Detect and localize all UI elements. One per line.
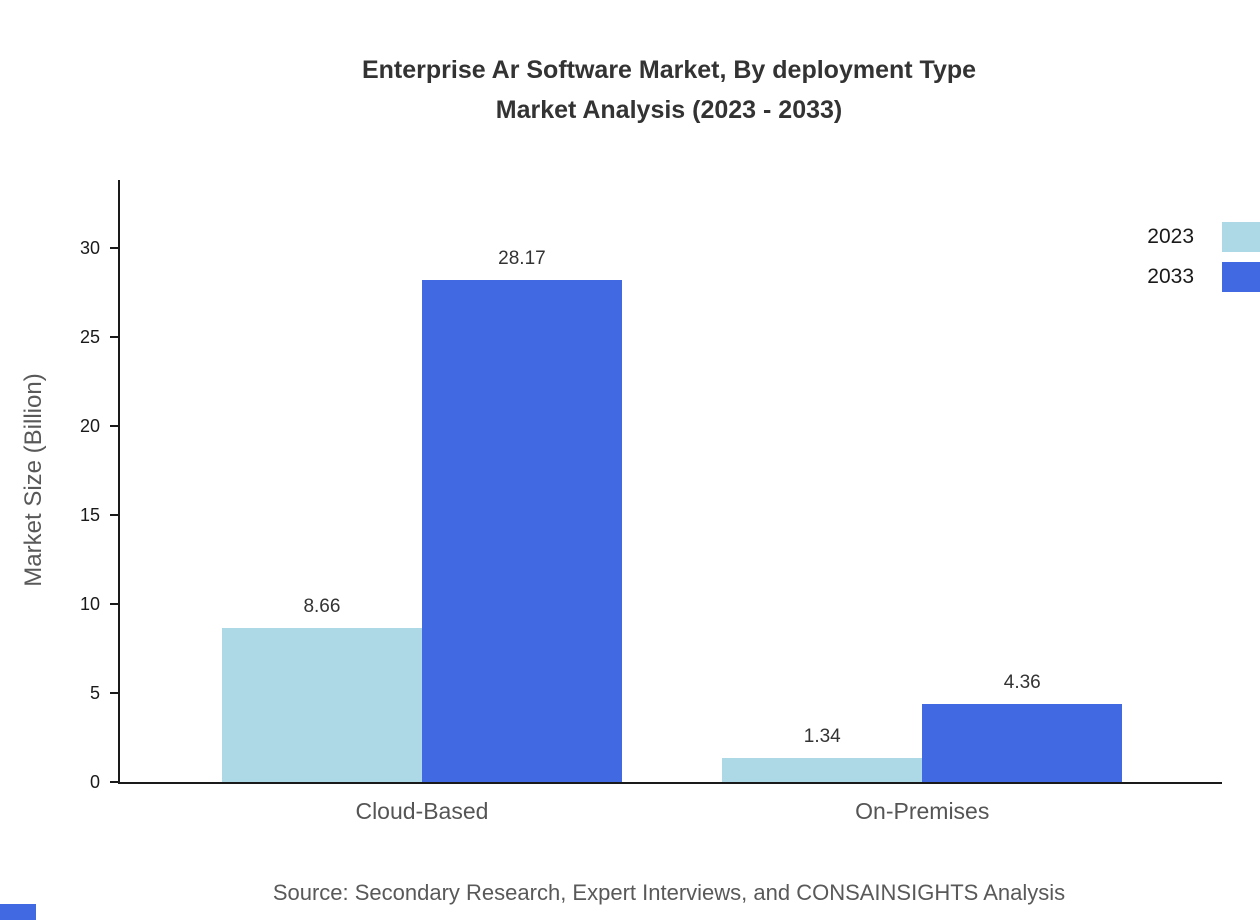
legend-label-2023: 2023 — [1147, 225, 1194, 248]
x-axis-category-label: On-Premises — [855, 798, 990, 824]
bar-value-label: 1.34 — [803, 726, 841, 748]
legend-row-2033: 2033 — [1147, 262, 1260, 292]
source-note: Source: Secondary Research, Expert Inter… — [272, 880, 1066, 905]
y-axis-tick — [110, 424, 118, 427]
bar-2023-cloud-based — [221, 627, 422, 782]
bar-2033-cloud-based — [421, 280, 622, 782]
x-axis-category-label: Cloud-Based — [355, 798, 489, 824]
plot-area: 0 5 10 15 20 25 30 8.66 28.17 Cloud-Based 1.34 4.36… — [80, 180, 1222, 824]
corner-brand-mark — [0, 904, 36, 920]
legend: 2023 2033 — [1147, 222, 1260, 302]
y-axis-tick — [110, 602, 118, 605]
legend-row-2023: 2023 — [1147, 222, 1260, 252]
y-axis-tick-label: 0 — [89, 772, 100, 792]
y-axis-tick — [110, 781, 118, 783]
bar-value-label: 28.17 — [498, 248, 546, 270]
y-axis-tick — [110, 246, 118, 249]
y-axis-tick-label: 5 — [89, 682, 100, 703]
chart-title-line1: Enterprise Ar Software Market, By deploy… — [361, 56, 977, 84]
legend-swatch-2023 — [1222, 222, 1260, 252]
y-axis-tick — [110, 335, 118, 338]
bar-2023-on-premises — [722, 758, 923, 782]
y-axis-tick-label: 15 — [79, 504, 100, 525]
chart-title: Enterprise Ar Software Market, By deploy… — [118, 50, 1220, 130]
y-axis-tick-label: 30 — [79, 237, 100, 258]
y-axis-tick-label: 10 — [79, 593, 100, 614]
bar-value-label: 4.36 — [1003, 672, 1041, 694]
y-axis-tick-label: 25 — [79, 326, 100, 347]
legend-label-2033: 2033 — [1147, 265, 1194, 288]
bar-2033-on-premises — [922, 704, 1123, 782]
y-axis-tick — [110, 691, 118, 694]
y-axis-tick-label: 20 — [79, 415, 100, 436]
chart-title-line2: Market Analysis (2023 - 2033) — [495, 96, 843, 124]
y-axis-label: Market Size (Billion) — [20, 373, 47, 587]
bar-value-label: 8.66 — [303, 595, 341, 617]
y-axis-tick — [110, 513, 118, 516]
legend-swatch-2033 — [1222, 262, 1260, 292]
